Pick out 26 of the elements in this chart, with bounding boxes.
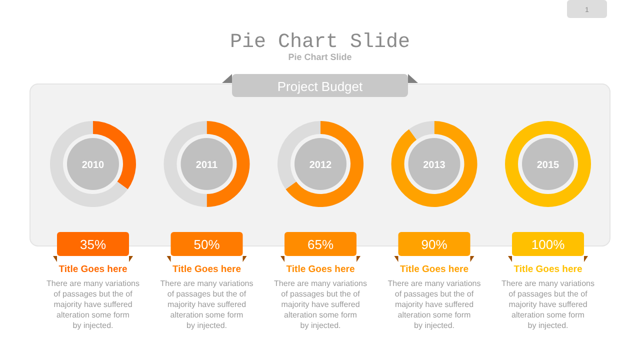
text: 2015 bbox=[536, 160, 560, 171]
text: 2011 bbox=[196, 160, 218, 171]
text: 50% bbox=[194, 237, 220, 252]
text: Title Goes here bbox=[286, 264, 355, 275]
text: 65% bbox=[307, 237, 334, 252]
donut-slice bbox=[286, 121, 364, 207]
donut-slice bbox=[408, 121, 434, 140]
text: Title Goes here bbox=[514, 264, 582, 275]
text: There are many variations of passages but the of majority have suffered alteration some form by injected. bbox=[502, 279, 594, 330]
text: 100% bbox=[531, 237, 566, 252]
text: Pie Chart Slide bbox=[230, 31, 410, 54]
text: There are many variations of passages but the of majority have suffered alteration some form by injected. bbox=[388, 279, 481, 330]
text: 90% bbox=[421, 237, 448, 252]
text: There are many variations of passages but the of majority have suffered alteration some form by injected. bbox=[274, 279, 367, 330]
text: Title Goes here bbox=[58, 264, 128, 275]
text: 2012 bbox=[309, 160, 332, 171]
text: Title Goes here bbox=[400, 264, 468, 275]
text: There are many variations of passages but the of majority have suffered alteration some form by injected. bbox=[46, 279, 140, 330]
text: Title Goes here bbox=[172, 264, 241, 275]
text: 35% bbox=[80, 237, 106, 252]
text: There are many variations of passages but the of majority have suffered alteration some form by injected. bbox=[160, 279, 254, 330]
text: Pie Chart Slide bbox=[288, 52, 352, 62]
text: 2013 bbox=[423, 160, 446, 171]
text: 2010 bbox=[82, 160, 105, 171]
donut-slice bbox=[391, 121, 478, 207]
donut-slice bbox=[50, 121, 128, 207]
